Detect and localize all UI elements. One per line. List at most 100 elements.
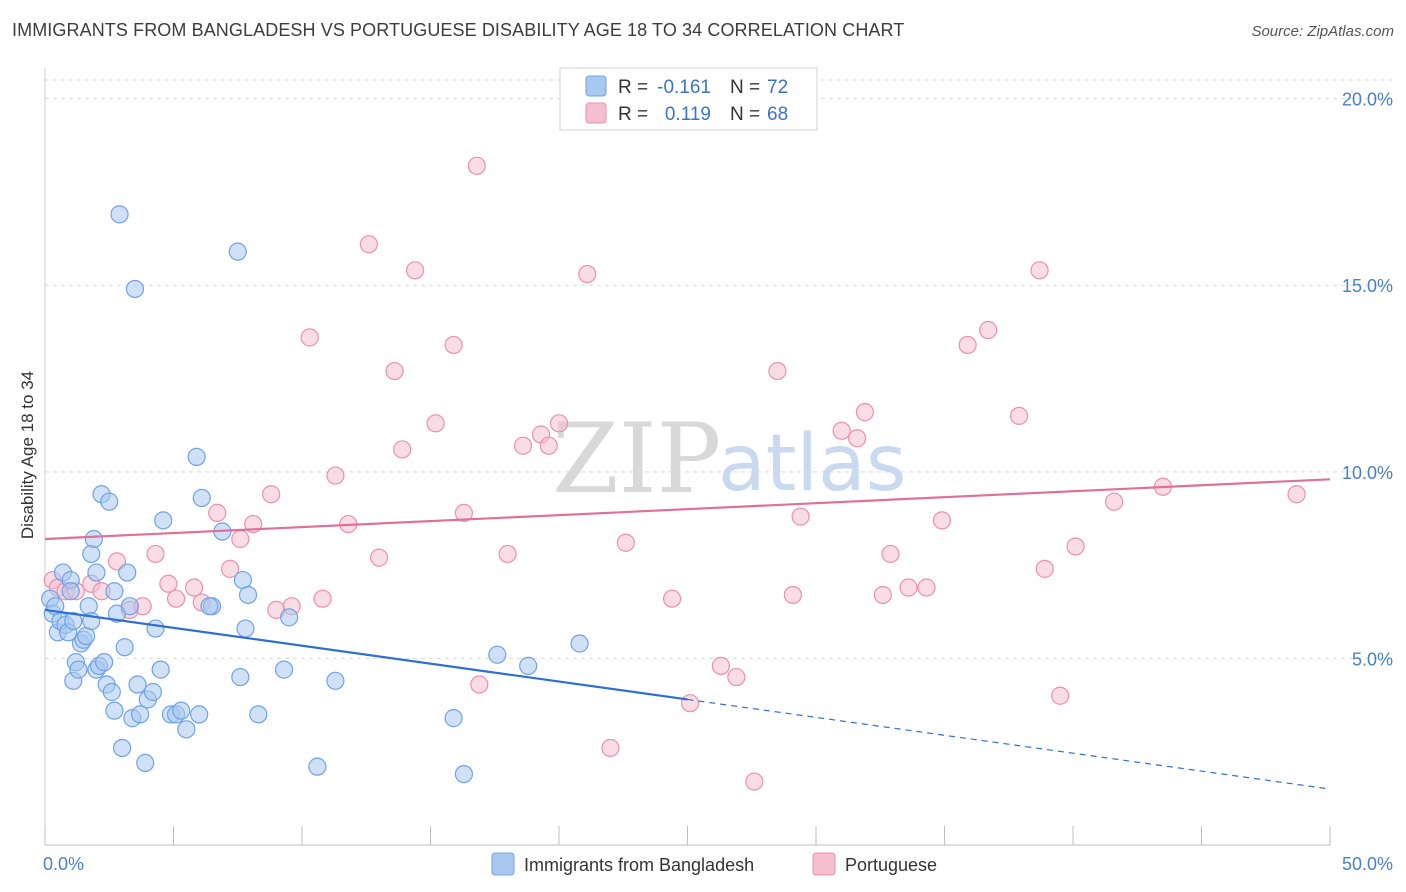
y-tick-label-3: 20.0% xyxy=(1342,90,1393,110)
legend-n-label-2: N = xyxy=(730,104,760,125)
axes xyxy=(44,68,1331,846)
bangladesh-point-39 xyxy=(136,753,155,773)
bangladesh-point-65 xyxy=(454,764,474,784)
bangladesh-point-19 xyxy=(84,529,103,549)
bangladesh-point-55 xyxy=(231,667,250,687)
portuguese-point-10 xyxy=(159,574,178,593)
portuguese-point-46 xyxy=(727,667,746,687)
bangladesh-point-51 xyxy=(192,488,211,508)
bottom-legend-label-bangladesh: Immigrants from Bangladesh xyxy=(524,855,754,875)
bangladesh-point-33 xyxy=(118,563,137,582)
portuguese-point-66 xyxy=(1105,492,1124,511)
legend-r-value-bangladesh: -0.161 xyxy=(657,77,711,98)
trend-line-bangladesh xyxy=(44,608,688,701)
portuguese-point-60 xyxy=(979,320,998,340)
portuguese-point-55 xyxy=(881,544,900,564)
portuguese-point-30 xyxy=(426,414,445,433)
bangladesh-point-32 xyxy=(115,638,134,657)
bangladesh-point-71 xyxy=(87,563,106,582)
portuguese-point-6 xyxy=(107,552,127,571)
bangladesh-point-63 xyxy=(326,671,345,690)
portuguese-point-34 xyxy=(467,156,486,175)
bangladesh-point-42 xyxy=(146,619,165,638)
bangladesh-point-44 xyxy=(154,511,173,530)
watermark: ZIP atlas xyxy=(552,403,907,515)
portuguese-point-39 xyxy=(549,414,569,433)
legend: R = -0.161 N = 72 R = 0.119 N = 68 xyxy=(559,67,818,131)
bottom-legend-swatch-portuguese xyxy=(812,852,836,876)
source-label: Source: ZipAtlas.com xyxy=(1251,23,1394,40)
bangladesh-point-12 xyxy=(69,660,88,679)
portuguese-point-33 xyxy=(470,675,489,694)
bangladesh-point-62 xyxy=(308,757,327,776)
portuguese-point-62 xyxy=(1030,261,1049,280)
legend-n-label-1: N = xyxy=(730,77,760,98)
bangladesh-point-50 xyxy=(190,705,209,724)
portuguese-point-58 xyxy=(932,511,952,530)
portuguese-point-26 xyxy=(370,548,389,567)
portuguese-point-18 xyxy=(262,485,281,504)
bangladesh-point-43 xyxy=(151,660,170,679)
bangladesh-point-54 xyxy=(228,242,247,261)
bangladesh-point-47 xyxy=(172,701,191,720)
portuguese-point-27 xyxy=(385,361,404,381)
bangladesh-point-69 xyxy=(200,597,219,616)
portuguese-point-38 xyxy=(539,436,558,455)
trend-lines xyxy=(44,478,1331,790)
bangladesh-point-58 xyxy=(238,585,258,605)
bottom-legend: Immigrants from Bangladesh Portuguese xyxy=(491,852,937,876)
portuguese-point-25 xyxy=(359,235,378,254)
portuguese-point-41 xyxy=(601,738,620,758)
portuguese-point-14 xyxy=(208,503,227,522)
portuguese-point-44 xyxy=(680,694,700,713)
portuguese-point-22 xyxy=(313,589,332,608)
bangladesh-point-41 xyxy=(143,682,163,702)
bangladesh-point-60 xyxy=(274,660,294,679)
bangladesh-point-30 xyxy=(110,205,129,224)
legend-r-label-2: R = xyxy=(618,104,648,125)
bangladesh-point-67 xyxy=(519,656,538,675)
portuguese-point-16 xyxy=(231,529,250,549)
bangladesh-point-16 xyxy=(79,597,98,616)
portuguese-point-65 xyxy=(1066,537,1085,556)
x-tick-label-max: 50.0% xyxy=(1342,854,1393,874)
bangladesh-point-23 xyxy=(95,653,114,672)
bangladesh-point-31 xyxy=(112,738,132,758)
portuguese-point-28 xyxy=(393,440,412,459)
trend-line-bangladesh-extrapolated xyxy=(687,698,1331,790)
portuguese-point-40 xyxy=(578,264,597,284)
portuguese-point-52 xyxy=(848,429,867,448)
portuguese-point-45 xyxy=(711,656,731,675)
bangladesh-point-34 xyxy=(120,597,139,616)
bangladesh-point-9 xyxy=(64,611,83,631)
bangladesh-point-27 xyxy=(105,582,124,601)
legend-r-label-1: R = xyxy=(618,77,648,98)
portuguese-point-49 xyxy=(783,585,802,605)
series-portuguese-points xyxy=(43,156,1306,791)
legend-n-value-portuguese: 68 xyxy=(767,104,788,125)
watermark-atlas: atlas xyxy=(718,419,907,509)
portuguese-point-50 xyxy=(791,507,810,526)
x-tick-labels: 0.0% 50.0% xyxy=(43,854,1393,874)
portuguese-point-47 xyxy=(745,772,764,791)
bangladesh-point-66 xyxy=(488,645,507,664)
portuguese-point-32 xyxy=(454,503,474,522)
y-tick-label-0: 5.0% xyxy=(1352,649,1393,669)
bottom-legend-label-portuguese: Portuguese xyxy=(845,855,937,875)
portuguese-point-51 xyxy=(832,421,851,440)
y-tick-label-1: 10.0% xyxy=(1342,463,1393,483)
bangladesh-point-36 xyxy=(125,279,145,299)
grid-lines xyxy=(45,79,1392,659)
bangladesh-point-25 xyxy=(100,492,119,511)
legend-r-value-portuguese: 0.119 xyxy=(665,104,711,125)
portuguese-point-59 xyxy=(958,335,977,355)
bangladesh-point-37 xyxy=(128,675,147,694)
series-bangladesh-points xyxy=(41,205,589,784)
portuguese-point-56 xyxy=(899,578,918,597)
x-tick-label-min: 0.0% xyxy=(43,854,84,874)
portuguese-point-23 xyxy=(326,466,345,485)
bangladesh-point-57 xyxy=(236,619,255,638)
y-axis-label: Disability Age 18 to 34 xyxy=(18,371,37,539)
portuguese-point-54 xyxy=(873,585,892,605)
